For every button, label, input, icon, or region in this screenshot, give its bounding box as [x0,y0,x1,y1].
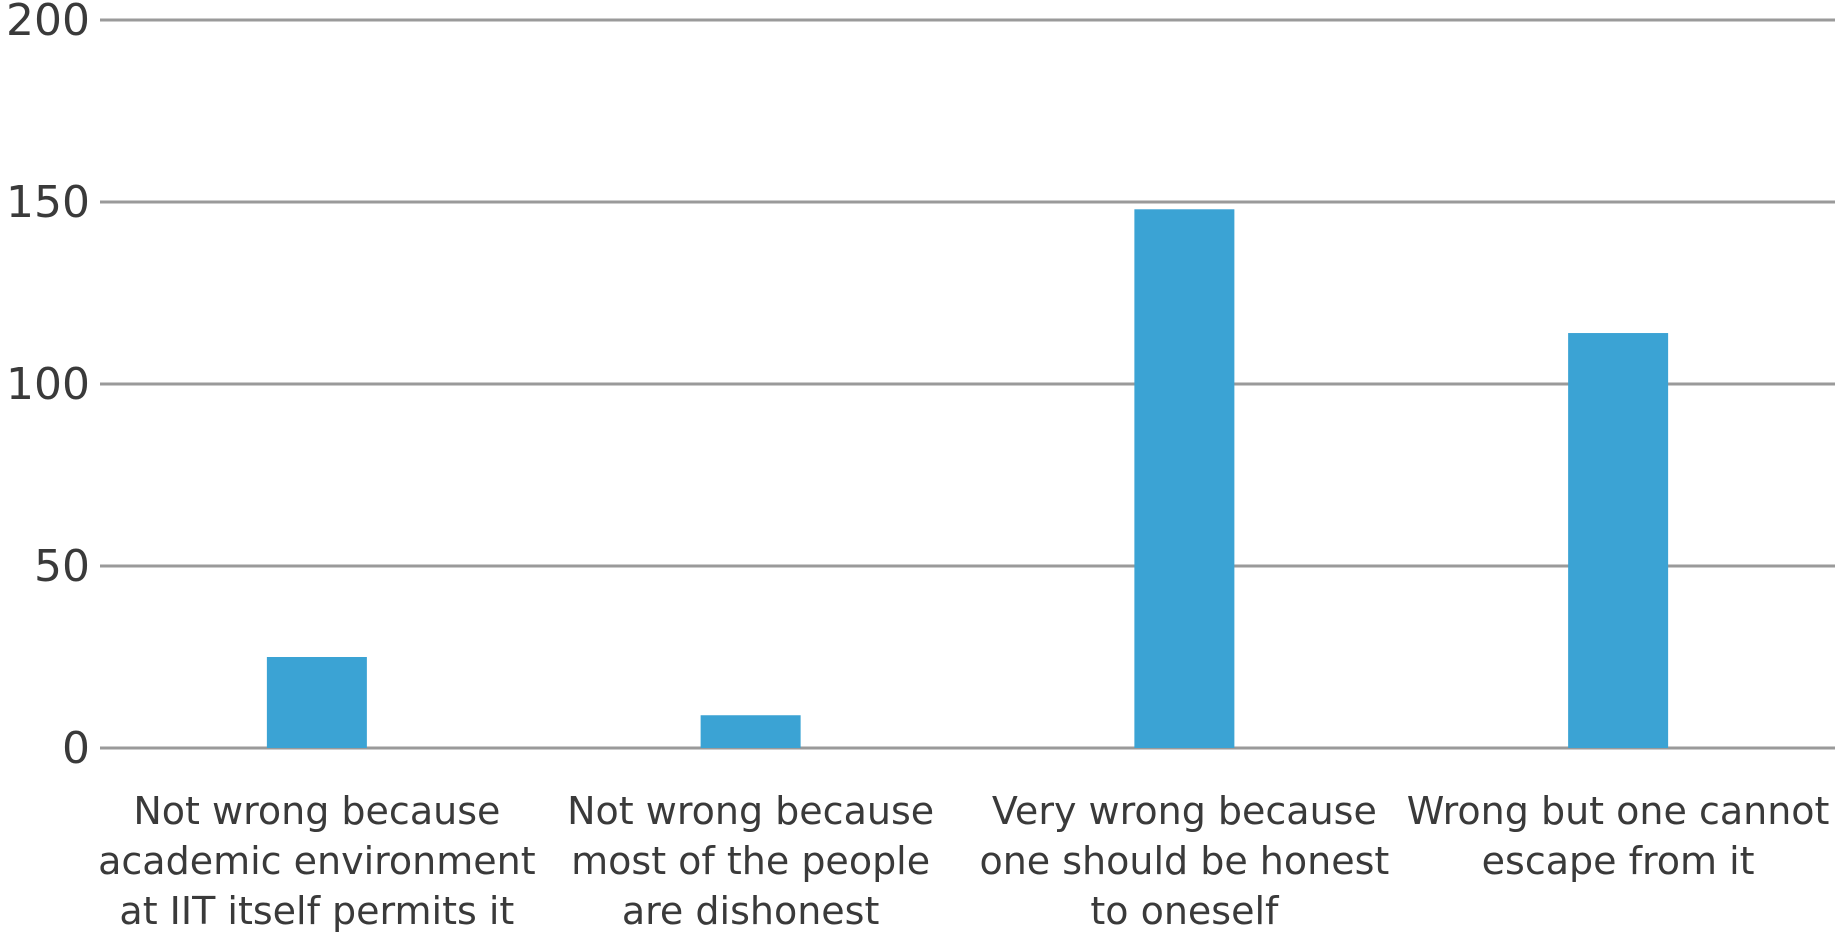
x-category-label: escape from it [1482,839,1755,883]
y-axis-tick-labels: 0 50 100 150 200 [6,0,90,774]
bar [266,657,367,748]
y-tick-label: 100 [6,359,90,410]
bar [700,715,801,748]
y-tick-label: 200 [6,0,90,46]
x-category-label: Very wrong because [992,789,1377,833]
x-axis-category-labels: Not wrong because academic environment at … [98,789,1829,933]
y-tick-label: 50 [34,541,90,592]
bar [1568,333,1669,748]
x-category-label: Wrong but one cannot [1407,789,1830,833]
x-category-label: are dishonest [622,889,880,933]
y-tick-label: 150 [6,177,90,228]
bars [266,209,1669,748]
x-category-label: Not wrong because [133,789,500,833]
x-category-label: one should be honest [979,839,1389,883]
x-category-label: Not wrong because [567,789,934,833]
bar [1134,209,1235,748]
gridlines [100,18,1835,750]
x-category-label: academic environment [98,839,536,883]
x-category-label: most of the people [571,839,930,883]
x-category-label: at IIT itself permits it [119,889,514,933]
x-category-label: to oneself [1090,889,1280,933]
y-tick-label: 0 [62,723,90,774]
